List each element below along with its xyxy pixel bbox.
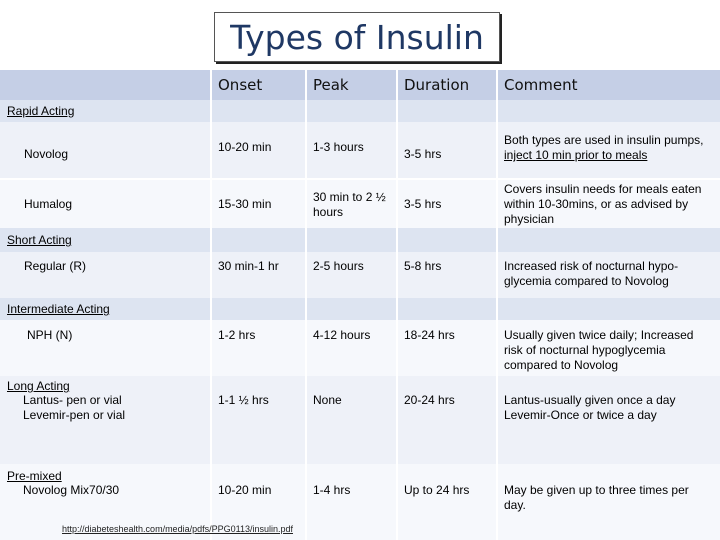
table-header — [0, 70, 720, 100]
cell-onset: 1-2 hrs — [218, 328, 256, 342]
cell-peak: 1-4 hrs — [313, 483, 351, 497]
cell-onset: 10-20 min — [218, 140, 272, 154]
row-band-premixed — [0, 464, 720, 540]
row-name-levemir: Levemir-pen or vial — [23, 408, 126, 422]
cell-onset: 30 min-1 hr — [218, 259, 279, 273]
cell-comment-lantus: Lantus-usually given once a day — [504, 393, 676, 407]
section-label-long: Long Acting — [7, 379, 70, 393]
row-name-novolog: Novolog — [24, 147, 69, 161]
column-divider — [305, 70, 307, 540]
row-name-novolog-mix: Novolog Mix70/30 — [23, 483, 120, 497]
column-divider — [396, 70, 398, 540]
column-divider — [210, 70, 212, 540]
cell-comment: May be given up to three times per day. — [504, 483, 689, 512]
cell-onset: 1-1 ½ hrs — [218, 393, 269, 407]
row-band-long — [0, 376, 720, 464]
cell-comment: Both types are used in insulin pumps, in… — [504, 133, 714, 163]
title-text: Types of Insulin — [230, 17, 484, 57]
row-band-regular — [0, 252, 720, 298]
section-band-intermediate — [0, 298, 720, 320]
section-band-short — [0, 228, 720, 252]
source-link[interactable]: http://diabeteshealth.com/media/pdfs/PPG… — [62, 524, 293, 534]
cell-duration: 20-24 hrs — [404, 393, 455, 407]
page-title: Types of Insulin — [214, 12, 500, 62]
section-label-intermediate: Intermediate Acting — [7, 302, 110, 316]
cell-peak: None — [313, 393, 342, 407]
section-band-rapid — [0, 100, 720, 122]
cell-peak: 30 min to 2 ½ hours — [313, 190, 386, 219]
cell-peak: 2-5 hours — [313, 259, 364, 273]
cell-peak: 4-12 hours — [313, 328, 371, 342]
row-band-nph — [0, 320, 720, 376]
cell-duration: 18-24 hrs — [404, 328, 455, 342]
header-onset: Onset — [218, 76, 263, 94]
row-band-humalog — [0, 180, 720, 228]
row-name-nph: NPH (N) — [27, 328, 73, 342]
row-name-lantus: Lantus- pen or vial — [23, 393, 122, 407]
row-name-regular: Regular (R) — [24, 259, 87, 273]
cell-comment: Covers insulin needs for meals eaten wit… — [504, 182, 702, 226]
cell-duration: 3-5 hrs — [404, 147, 442, 161]
comment-emphasis: inject 10 min prior to meals — [504, 148, 648, 162]
cell-comment-levemir: Levemir-Once or twice a day — [504, 408, 657, 422]
column-divider — [496, 70, 498, 540]
header-duration: Duration — [404, 76, 470, 94]
section-label-rapid: Rapid Acting — [7, 104, 75, 118]
row-name-humalog: Humalog — [24, 197, 73, 211]
cell-peak: 1-3 hours — [313, 140, 364, 154]
cell-duration: 3-5 hrs — [404, 197, 442, 211]
cell-duration: Up to 24 hrs — [404, 483, 470, 497]
row-band-novolog — [0, 122, 720, 178]
section-label-short: Short Acting — [7, 233, 72, 247]
cell-comment: Usually given twice daily; Increased ris… — [504, 328, 694, 372]
cell-onset: 10-20 min — [218, 483, 272, 497]
section-label-premixed: Pre-mixed — [7, 469, 62, 483]
cell-onset: 15-30 min — [218, 197, 272, 211]
cell-duration: 5-8 hrs — [404, 259, 442, 273]
header-comment: Comment — [504, 76, 578, 94]
comment-text: Both types are used in insulin pumps, — [504, 133, 704, 147]
header-peak: Peak — [313, 76, 349, 94]
cell-comment: Increased risk of nocturnal hypo-glycemi… — [504, 259, 679, 288]
